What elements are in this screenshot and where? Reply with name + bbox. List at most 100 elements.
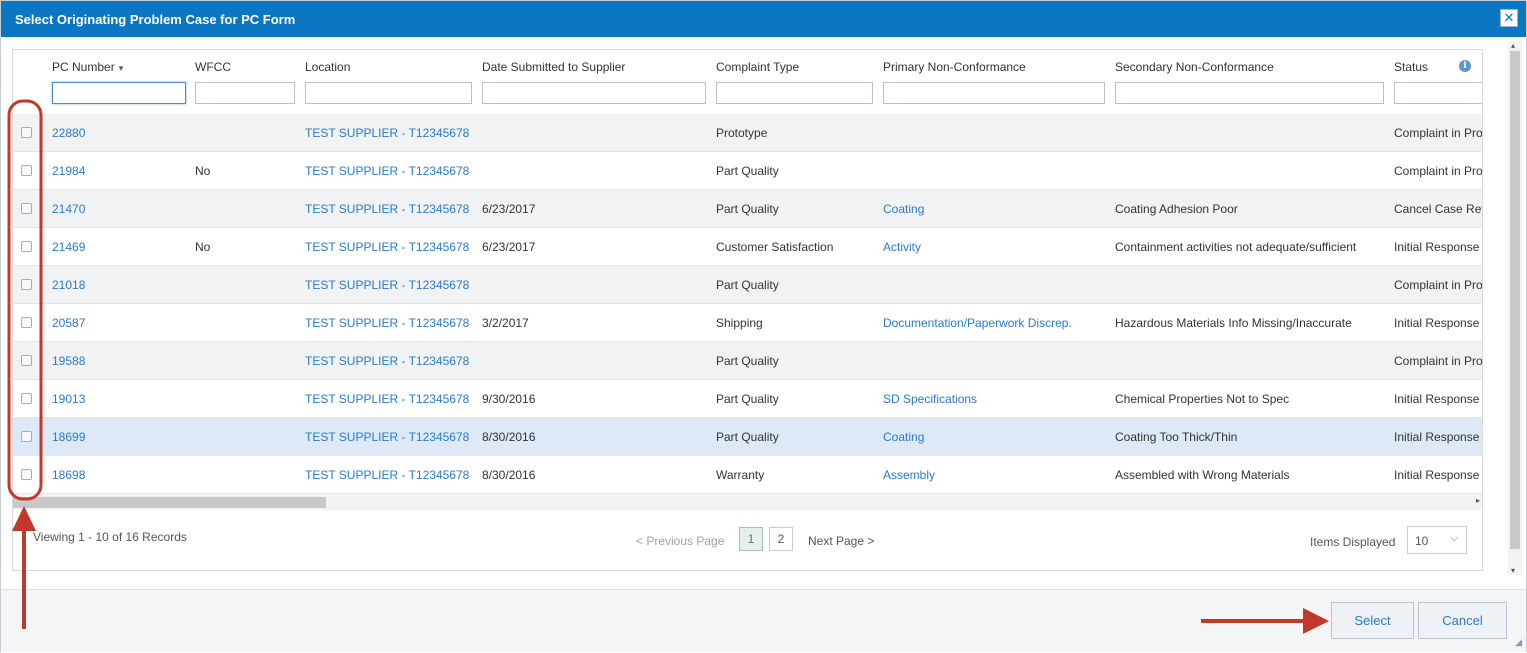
table-row[interactable]: 19588 TEST SUPPLIER - T12345678 Part Quali… bbox=[13, 342, 1482, 380]
cell-location[interactable]: TEST SUPPLIER - T12345678 bbox=[305, 240, 470, 254]
cell-pc[interactable]: 19588 bbox=[52, 354, 86, 368]
cell-primary[interactable]: Coating bbox=[883, 430, 925, 444]
wfcc-filter-input[interactable] bbox=[195, 82, 295, 104]
grid-footer: Viewing 1 - 10 of 16 Records < Previous … bbox=[13, 510, 1482, 570]
cell-pc[interactable]: 18698 bbox=[52, 468, 86, 482]
cell-pc[interactable]: 21018 bbox=[52, 278, 86, 292]
cell-secondary: Coating Too Thick/Thin bbox=[1115, 430, 1238, 444]
cell-primary[interactable]: Documentation/Paperwork Discrep. bbox=[883, 316, 1072, 330]
row-checkbox[interactable] bbox=[21, 165, 32, 176]
row-checkbox[interactable] bbox=[21, 127, 32, 138]
info-icon[interactable]: i bbox=[1459, 60, 1471, 72]
cell-secondary: Hazardous Materials Info Missing/Inaccur… bbox=[1115, 316, 1352, 330]
table-row[interactable]: 20587 TEST SUPPLIER - T12345678 3/2/2017 Sh… bbox=[13, 304, 1482, 342]
cell-type: Shipping bbox=[716, 316, 763, 330]
cell-location[interactable]: TEST SUPPLIER - T12345678 bbox=[305, 392, 470, 406]
cell-pc[interactable]: 18699 bbox=[52, 430, 86, 444]
cell-location[interactable]: TEST SUPPLIER - T12345678 bbox=[305, 468, 470, 482]
table-row[interactable]: 18699 TEST SUPPLIER - T12345678 8/30/2016 P… bbox=[13, 418, 1482, 456]
complaint-type-filter-input[interactable] bbox=[716, 82, 873, 104]
vertical-scroll-thumb[interactable] bbox=[1510, 51, 1520, 549]
cell-pc[interactable]: 21470 bbox=[52, 202, 86, 216]
cell-location[interactable]: TEST SUPPLIER - T12345678 bbox=[305, 164, 470, 178]
cell-pc[interactable]: 22880 bbox=[52, 126, 86, 140]
cell-pc[interactable]: 19013 bbox=[52, 392, 86, 406]
cell-primary[interactable]: SD Specifications bbox=[883, 392, 978, 406]
row-checkbox[interactable] bbox=[21, 317, 32, 328]
status-filter-input[interactable] bbox=[1394, 82, 1482, 104]
cell-pc[interactable]: 21469 bbox=[52, 240, 86, 254]
horizontal-scroll-thumb[interactable] bbox=[13, 497, 326, 508]
row-checkbox[interactable] bbox=[21, 469, 32, 480]
table-row[interactable]: 22880 TEST SUPPLIER - T12345678 Prototype C… bbox=[13, 114, 1482, 152]
cancel-button[interactable]: Cancel bbox=[1418, 602, 1507, 639]
previous-page-link[interactable]: < Previous Page bbox=[636, 534, 725, 548]
select-button[interactable]: Select bbox=[1331, 602, 1414, 639]
dialog-action-bar: Select Cancel ◢ bbox=[1, 589, 1526, 652]
cell-date: 8/30/2016 bbox=[482, 430, 536, 444]
cell-location[interactable]: TEST SUPPLIER - T12345678 bbox=[305, 126, 470, 140]
table-row[interactable]: 21470 TEST SUPPLIER - T12345678 6/23/2017 P… bbox=[13, 190, 1482, 228]
cell-primary[interactable]: Assembly bbox=[883, 468, 936, 482]
cell-type: Part Quality bbox=[716, 392, 779, 406]
close-button[interactable]: ✕ bbox=[1500, 9, 1518, 27]
row-checkbox[interactable] bbox=[21, 355, 32, 366]
column-header-primary-non-conformance[interactable]: Primary Non-Conformance bbox=[883, 60, 1026, 74]
sort-chevron-icon: ▾ bbox=[118, 63, 124, 73]
column-header-wfcc[interactable]: WFCC bbox=[195, 60, 231, 74]
cell-type: Customer Satisfaction bbox=[716, 240, 834, 254]
problem-case-grid: PC Number ▾ WFCC Location Date Submitted … bbox=[12, 49, 1483, 571]
cell-date: 6/23/2017 bbox=[482, 240, 536, 254]
table-row[interactable]: 21469 No TEST SUPPLIER - T12345678 6/23/201… bbox=[13, 228, 1482, 266]
row-checkbox[interactable] bbox=[21, 431, 32, 442]
cell-secondary: Chemical Properties Not to Spec bbox=[1115, 392, 1290, 406]
cell-wfcc: No bbox=[195, 164, 211, 178]
table-row[interactable]: 18698 TEST SUPPLIER - T12345678 8/30/2016 W… bbox=[13, 456, 1482, 494]
cell-status: Initial Response bbox=[1394, 240, 1480, 254]
cell-secondary: Containment activities not adequate/suff… bbox=[1115, 240, 1357, 254]
table-row[interactable]: 21018 TEST SUPPLIER - T12345678 Part Quali… bbox=[13, 266, 1482, 304]
cell-primary[interactable]: Activity bbox=[883, 240, 922, 254]
chevron-down-icon: ⌵ bbox=[1450, 533, 1458, 544]
row-checkbox[interactable] bbox=[21, 203, 32, 214]
cell-location[interactable]: TEST SUPPLIER - T12345678 bbox=[305, 278, 470, 292]
cell-primary[interactable]: Coating bbox=[883, 202, 925, 216]
cell-location[interactable]: TEST SUPPLIER - T12345678 bbox=[305, 202, 470, 216]
page-button-1[interactable]: 1 bbox=[739, 527, 763, 551]
column-header-status[interactable]: Status bbox=[1394, 60, 1429, 74]
column-header-date-submitted[interactable]: Date Submitted to Supplier bbox=[482, 60, 626, 74]
cell-secondary: Assembled with Wrong Materials bbox=[1115, 468, 1290, 482]
location-filter-input[interactable] bbox=[305, 82, 472, 104]
scroll-right-icon[interactable]: ▸ bbox=[1475, 496, 1480, 505]
items-displayed-value: 10 bbox=[1415, 534, 1429, 548]
column-header-location[interactable]: Location bbox=[305, 60, 351, 74]
column-header-complaint-type[interactable]: Complaint Type bbox=[716, 60, 800, 74]
cell-location[interactable]: TEST SUPPLIER - T12345678 bbox=[305, 316, 470, 330]
resize-grip-icon[interactable]: ◢ bbox=[1515, 637, 1522, 647]
primary-filter-input[interactable] bbox=[883, 82, 1105, 104]
column-header-secondary-non-conformance[interactable]: Secondary Non-Conformance bbox=[1115, 60, 1274, 74]
cell-secondary: Coating Adhesion Poor bbox=[1115, 202, 1238, 216]
date-filter-input[interactable] bbox=[482, 82, 706, 104]
horizontal-scrollbar[interactable]: ▸ bbox=[13, 494, 1482, 510]
scroll-down-icon[interactable]: ▾ bbox=[1511, 566, 1516, 575]
row-checkbox[interactable] bbox=[21, 393, 32, 404]
cell-location[interactable]: TEST SUPPLIER - T12345678 bbox=[305, 430, 470, 444]
table-row[interactable]: 21984 No TEST SUPPLIER - T12345678 Part Qua… bbox=[13, 152, 1482, 190]
next-page-link[interactable]: Next Page > bbox=[808, 534, 875, 548]
items-displayed-select[interactable]: 10 ⌵ bbox=[1407, 526, 1467, 554]
row-checkbox[interactable] bbox=[21, 279, 32, 290]
cell-date: 8/30/2016 bbox=[482, 468, 536, 482]
vertical-scrollbar[interactable]: ▴ ▾ bbox=[1508, 41, 1522, 575]
cell-location[interactable]: TEST SUPPLIER - T12345678 bbox=[305, 354, 470, 368]
page-button-2[interactable]: 2 bbox=[769, 527, 793, 551]
secondary-filter-input[interactable] bbox=[1115, 82, 1384, 104]
cell-pc[interactable]: 21984 bbox=[52, 164, 86, 178]
column-header-pc-number[interactable]: PC Number ▾ bbox=[52, 60, 123, 74]
row-checkbox[interactable] bbox=[21, 241, 32, 252]
pc-number-filter-input[interactable] bbox=[52, 82, 186, 104]
scroll-up-icon[interactable]: ▴ bbox=[1511, 41, 1516, 50]
table-row[interactable]: 19013 TEST SUPPLIER - T12345678 9/30/2016 P… bbox=[13, 380, 1482, 418]
cell-pc[interactable]: 20587 bbox=[52, 316, 86, 330]
cell-type: Prototype bbox=[716, 126, 768, 140]
